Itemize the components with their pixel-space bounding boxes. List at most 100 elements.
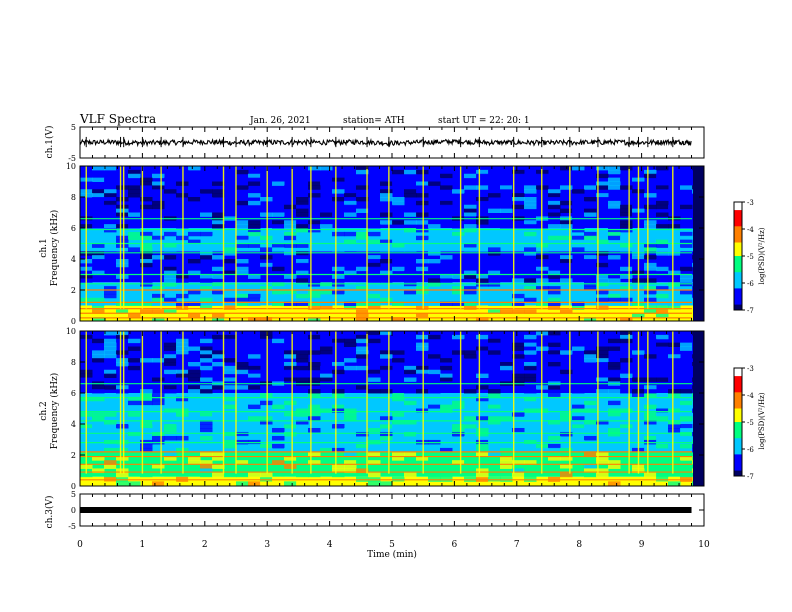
- ch1-spec-cell: [620, 266, 633, 272]
- ch2-spec-cell: [308, 362, 321, 367]
- ch1-spec-cell: [164, 231, 177, 237]
- ch1-colorbar-swatch: [734, 258, 742, 262]
- ch2-spec-cell: [272, 435, 285, 441]
- ch1-spec-cell: [260, 297, 273, 303]
- ch1-spec-cell: [428, 220, 441, 225]
- ch1-spec-cell: [680, 231, 693, 237]
- ch2-spec-cell: [380, 416, 393, 421]
- ch1-spec-cell: [500, 301, 513, 306]
- ch2-spec-cell: [140, 424, 153, 429]
- ch2-spec-cell: [284, 377, 297, 382]
- ch2-spec-cell: [344, 443, 357, 449]
- ch2-spec-cell: [428, 385, 441, 390]
- ch2-spec-cell: [644, 385, 657, 390]
- ch2-spec-cell: [356, 460, 369, 465]
- ch2-spec-cell: [236, 472, 249, 478]
- ch1-spec-cell: [140, 305, 153, 310]
- ch2-spec-cell: [368, 427, 381, 433]
- ch2-spec-cell: [188, 385, 201, 390]
- ch1-spec-cell: [440, 317, 453, 322]
- ch1-spec-cell: [332, 247, 345, 252]
- ch1-spec-cell: [212, 262, 225, 268]
- ch1-spec-cell: [620, 228, 633, 233]
- ch1-spec-cell: [392, 301, 405, 306]
- ch1-spec-cell: [452, 235, 465, 241]
- ch1-colorbar-swatch: [734, 204, 742, 208]
- ch2-spec-cell: [656, 435, 669, 441]
- ch1-spec-cell: [200, 231, 213, 237]
- ch2-spec-cell: [584, 358, 597, 363]
- ch1-colorbar-swatch: [734, 231, 742, 235]
- ch1-spec-cell: [152, 309, 165, 314]
- ch1-spec-cell: [524, 228, 537, 233]
- ch2-spec-cell: [176, 443, 189, 449]
- ch1-spec-cell: [164, 243, 177, 248]
- ch1-colorbar-swatch: [734, 296, 742, 300]
- ch2-spec-cell: [92, 338, 105, 344]
- ch1-spec-cell: [380, 193, 393, 198]
- ch1-spec-cell: [620, 247, 633, 252]
- ch2-spec-cell: [260, 385, 273, 390]
- ch1-spec-cell: [248, 173, 261, 179]
- ch2-spec-cell: [668, 354, 681, 359]
- ch1-spec-cell: [320, 224, 333, 229]
- ch2-spec-cell: [512, 400, 525, 406]
- ch1-spec-cell: [92, 177, 105, 182]
- ch1-spec-cell: [104, 228, 117, 233]
- ch1-spec-cell: [224, 270, 237, 275]
- ch2-spec-cell: [284, 350, 297, 355]
- ch2-spec-cell: [608, 373, 621, 378]
- ch2-spec-cell: [596, 377, 609, 382]
- ch2-spec-cell: [560, 420, 573, 425]
- ch2-spec-cell: [344, 365, 357, 371]
- ch2-spec-cell: [548, 354, 561, 359]
- ch2-colorbar-swatch: [734, 376, 742, 380]
- ch2-spec-cell: [560, 396, 573, 402]
- ch1-spec-cell: [500, 282, 513, 287]
- ch2-spec-cell: [428, 354, 441, 359]
- ch2-spec-cell: [164, 424, 177, 429]
- ch1-spec-cell: [368, 224, 381, 229]
- ch1-spec-cell: [572, 200, 585, 206]
- ch2-spec-cell: [680, 408, 693, 413]
- ch1-spec-cell: [404, 290, 417, 295]
- ch1-spec-cell: [296, 197, 309, 202]
- ch2-spec-cell: [392, 451, 405, 457]
- ch1-spec-cell: [524, 189, 537, 194]
- ch2-spec-cell: [500, 346, 513, 351]
- ch1-spec-cell: [212, 224, 225, 229]
- ch1-spec-cell: [584, 251, 597, 256]
- ch2-spec-cell: [176, 447, 189, 453]
- ch1-spec-cell: [248, 224, 261, 229]
- ch1-spec-cell: [176, 293, 189, 299]
- ch1-colorbar-swatch: [734, 245, 742, 249]
- ch2-spec-cell: [488, 389, 501, 394]
- ch2-spec-cell: [224, 456, 237, 461]
- ch2-spec-cell: [260, 420, 273, 425]
- ch1-spec-cell: [392, 166, 405, 171]
- ch2-spec-cell: [200, 412, 213, 417]
- ch2-spec-cell: [680, 362, 693, 367]
- ch1-spec-cell: [680, 266, 693, 272]
- ch1-spec-cell: [260, 317, 273, 322]
- ch1-spec-cell: [164, 278, 177, 283]
- ch2-spec-cell: [176, 350, 189, 355]
- ch1-spec-cell: [224, 177, 237, 182]
- ch2-spec-cell: [332, 393, 345, 398]
- ch2-colorbar-swatch: [734, 454, 742, 458]
- ch2-spec-cell: [560, 385, 573, 390]
- x-tick-label: 0: [77, 540, 83, 550]
- ch1-spec-cell: [584, 282, 597, 287]
- ch2-spec-cell: [596, 338, 609, 344]
- ch1-spec-cell: [248, 212, 261, 217]
- ch2-spec-cell: [368, 393, 381, 398]
- ch1-spec-cell: [92, 220, 105, 225]
- ch2-spec-cell: [260, 412, 273, 417]
- ch1-spec-cell: [380, 270, 393, 275]
- ch1-spec-cell: [308, 255, 321, 260]
- ch1-spec-cell: [416, 305, 429, 310]
- ch2-spec-cell: [92, 377, 105, 382]
- ch1-spec-cell: [212, 189, 225, 194]
- ch2-spec-cell: [236, 408, 249, 413]
- ch1-spec-cell: [380, 293, 393, 299]
